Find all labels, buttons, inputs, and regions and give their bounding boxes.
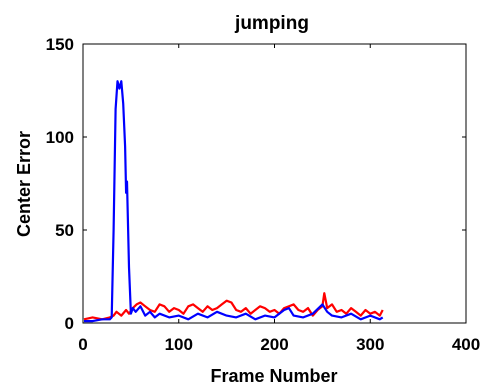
plot-area (83, 44, 466, 323)
y-tick-label: 100 (46, 128, 74, 147)
series-layer (83, 80, 384, 323)
x-tick-label: 400 (452, 335, 480, 354)
chart-title: jumping (234, 13, 309, 34)
x-tick-label: 300 (356, 335, 384, 354)
y-axis-ticks: 0 50 100 150 (46, 35, 466, 333)
x-tick-label: 0 (78, 335, 87, 354)
y-tick-label: 0 (65, 314, 74, 333)
x-tick-label: 200 (260, 335, 288, 354)
series-line-1 (83, 292, 384, 321)
x-axis-label: Frame Number (210, 366, 337, 385)
series-line-2 (84, 80, 384, 323)
y-tick-label: 50 (55, 221, 74, 240)
x-axis-ticks: 0 100 200 300 400 (78, 44, 480, 354)
y-tick-label: 150 (46, 35, 74, 54)
y-axis-label: Center Error (14, 131, 34, 237)
x-tick-label: 100 (165, 335, 193, 354)
